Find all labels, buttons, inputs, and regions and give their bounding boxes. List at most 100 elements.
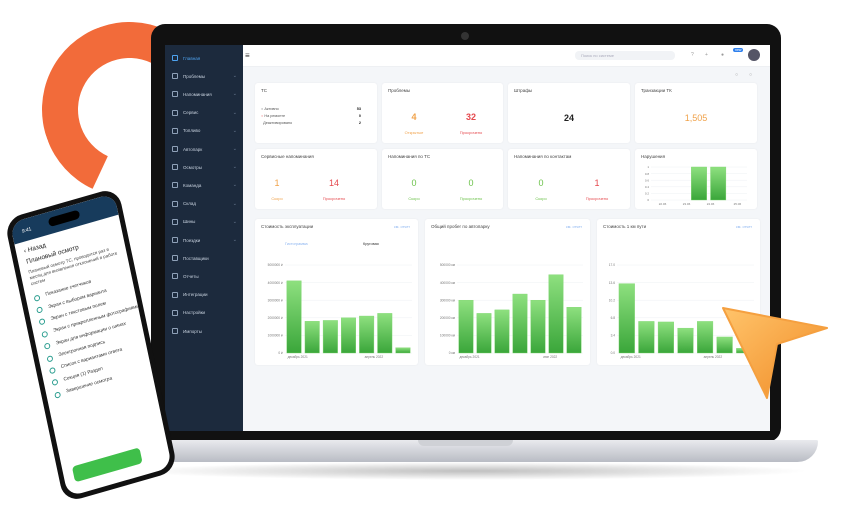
service-overdue-label: Просрочено — [322, 196, 346, 201]
bell-icon[interactable]: ● — [721, 52, 725, 58]
card-operating-cost: Стоимость эксплуатации см. отчет Гистогр… — [255, 219, 418, 365]
card-fines[interactable]: Штрафы 24 — [508, 83, 630, 143]
sidebar-item-label: Поставщики — [183, 255, 209, 261]
step-icon — [41, 330, 49, 338]
step-icon — [54, 390, 62, 399]
help-icon[interactable]: ? — [691, 52, 694, 58]
sidebar-item-3[interactable]: Сервис ⌄ — [165, 104, 243, 122]
sidebar-item-14[interactable]: Настройки — [165, 304, 243, 322]
sidebar-item-6[interactable]: Осмотры ⌄ — [165, 158, 243, 176]
card-violations[interactable]: Нарушения 0 0.2 0.4 0.6 0.8 1 22.06 23.06 24.06 2… — [635, 149, 757, 209]
cost-per-km-chart: 0.0 3.4 6.8 10.2 13.6 17.0 декабрь 2021 апрель … — [609, 263, 754, 359]
x-tick-label: июн 2022 — [543, 355, 557, 359]
sidebar-item-12[interactable]: Отчеты — [165, 267, 243, 285]
trips-icon — [172, 237, 178, 243]
x-tick-label: 25.06 — [734, 202, 742, 206]
sidebar-item-8[interactable]: Склад ⌄ — [165, 195, 243, 213]
y-tick-label: 300000 км — [440, 298, 455, 302]
sidebar-item-11[interactable]: Поставщики — [165, 249, 243, 267]
y-tick-label: 0.8 — [645, 172, 650, 176]
avatar[interactable] — [748, 49, 760, 61]
x-tick-label: апрель 2022 — [365, 355, 384, 359]
card-service-reminders[interactable]: Сервисные напоминания 1 14 Скоро Просроч… — [255, 149, 377, 209]
card-vehicle-reminders[interactable]: Напоминания по ТС 0 0 Скоро Просрочено — [382, 149, 503, 209]
refresh-icon[interactable]: ○ — [735, 72, 739, 78]
integrations-icon — [172, 291, 178, 298]
tab-pie[interactable]: Круговая — [363, 242, 379, 246]
row-label: На ремонте — [264, 114, 286, 118]
search-input[interactable]: Поиск по системе — [575, 51, 675, 60]
card-fuel-transactions[interactable]: Транзакции ТК 1,505 — [635, 83, 757, 143]
bar — [548, 274, 564, 354]
bar — [716, 336, 733, 354]
sidebar-item-label: Главная — [183, 55, 201, 61]
row-label: Деактивировано — [263, 121, 293, 125]
settings-icon[interactable]: ○ — [749, 72, 753, 78]
card-title: Напоминания по ТС — [388, 154, 431, 159]
vehicle-overdue-value: 0 — [468, 178, 474, 188]
add-icon[interactable]: + — [705, 52, 708, 58]
card-title: Напоминания по контактам — [514, 154, 572, 159]
x-tick-label: 22.06 — [659, 202, 667, 206]
chevron-down-icon: ⌄ — [232, 182, 237, 189]
step-icon — [33, 294, 41, 302]
sidebar-item-label: Интеграции — [183, 292, 208, 298]
laptop-camera — [461, 32, 469, 40]
y-tick-label: 4000000 ₽ — [268, 281, 283, 285]
sidebar-item-label: Склад — [183, 201, 197, 207]
y-tick-label: 0.0 — [611, 351, 616, 355]
bar — [395, 347, 411, 354]
bar — [458, 300, 474, 354]
sidebar-item-10[interactable]: Поездки ⌄ — [165, 231, 243, 249]
y-tick-label: 100000 км — [440, 334, 455, 338]
contact-overdue-value: 1 — [594, 178, 600, 188]
chevron-down-icon: ⌄ — [232, 127, 237, 134]
sidebar-item-label: Осмотры — [183, 164, 203, 170]
sidebar-item-7[interactable]: Команда ⌄ — [165, 176, 243, 194]
tab-histogram[interactable]: Гистограмма — [285, 242, 308, 246]
card-problems[interactable]: Проблемы 4 32 Открытые Просрочено — [382, 83, 503, 143]
sidebar-item-15[interactable]: Импорты — [165, 322, 243, 340]
y-tick-label: 13.6 — [609, 281, 615, 285]
sidebar-item-9[interactable]: Шины ⌄ — [165, 213, 243, 231]
y-tick-label: 10.2 — [609, 298, 615, 302]
problem-icon — [172, 73, 178, 80]
chevron-down-icon: ⌄ — [232, 73, 237, 80]
sidebar-item-1[interactable]: Проблемы ⌄ — [165, 67, 243, 85]
bar — [322, 320, 338, 354]
card-total-mileage: Общий пробег по автопарку см. отчет 0 км… — [425, 219, 590, 365]
sidebar-item-label: Сервис — [183, 110, 199, 116]
chevron-down-icon: ⌄ — [232, 200, 237, 207]
x-tick-label: декабрь 2021 — [460, 355, 480, 359]
bar — [618, 283, 635, 354]
report-link[interactable]: см. отчет — [393, 225, 410, 229]
sidebar-item-2[interactable]: Напоминания ⌄ — [165, 85, 243, 103]
problems-open-value: 4 — [411, 112, 417, 122]
service-soon-label: Скоро — [271, 196, 283, 201]
start-button[interactable] — [71, 447, 143, 483]
vehicle-soon-value: 0 — [411, 178, 417, 188]
vehicles-row-repair: ○ На ремонте 0 — [261, 114, 361, 118]
report-link[interactable]: см. отчет — [735, 225, 752, 229]
sidebar-item-5[interactable]: Автопарк ⌄ — [165, 140, 243, 158]
x-tick-label: декабрь 2021 — [288, 355, 308, 359]
row-value: 2 — [358, 121, 361, 125]
y-tick-label: 0.4 — [645, 185, 650, 189]
report-link[interactable]: см. отчет — [565, 225, 582, 229]
topbar: ≡ Поиск по системе ? + ● new — [243, 45, 770, 67]
card-contact-reminders[interactable]: Напоминания по контактам 0 1 Скоро Проср… — [508, 149, 630, 209]
sidebar-item-label: Напоминания — [183, 91, 212, 97]
bar — [377, 313, 393, 354]
problems-overdue-value: 32 — [465, 112, 476, 122]
chevron-down-icon: ⌄ — [232, 91, 237, 98]
menu-icon[interactable]: ≡ — [245, 51, 250, 60]
sidebar-item-13[interactable]: Интеграции — [165, 286, 243, 304]
chevron-down-icon: ⌄ — [232, 164, 237, 171]
gear-icon — [172, 309, 178, 316]
card-vehicles[interactable]: ТС ○ Активно 53 ○ На ремонте 0 Деактивиров… — [255, 83, 377, 143]
sidebar-item-4[interactable]: Топливо ⌄ — [165, 122, 243, 140]
total-mileage-chart: 0 км 100000 км 200000 км 300000 км 400000 км… — [440, 263, 583, 359]
x-tick-label: апрель 2022 — [704, 355, 723, 359]
sidebar-item-label: Шины — [183, 219, 196, 225]
sidebar-item-0[interactable]: Главная — [165, 49, 243, 67]
